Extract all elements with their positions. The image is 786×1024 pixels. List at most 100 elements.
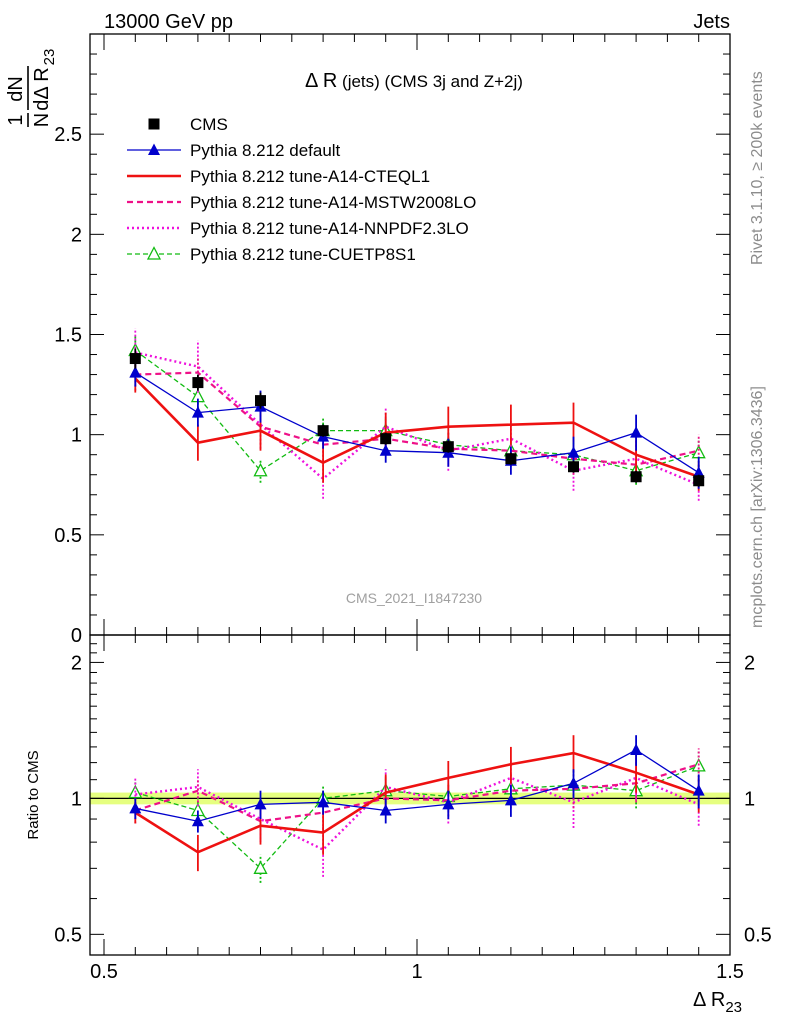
main-marker-default xyxy=(129,366,142,378)
main-line-cteql1 xyxy=(134,377,700,478)
main-marker-cms xyxy=(380,433,392,445)
main-line-default xyxy=(134,372,700,474)
ratio-ytick-label-left: 2 xyxy=(71,652,82,674)
main-ytick-label: 2 xyxy=(71,224,82,246)
ratio-panel-frame xyxy=(89,634,731,956)
legend-entry-cuetp: Pythia 8.212 tune-CUETP8S1 xyxy=(127,245,416,264)
main-marker-default xyxy=(630,426,643,438)
xtick-label: 0.5 xyxy=(90,961,118,983)
main-ytick-label: 1.5 xyxy=(54,325,82,347)
ylabel-frac-num: 1 xyxy=(5,114,27,125)
legend-label-cms: CMS xyxy=(190,115,228,134)
plot-title-main: Δ R xyxy=(305,70,337,92)
ratio-marker-cuetp xyxy=(253,860,268,874)
header-left: 13000 GeV pp xyxy=(104,11,233,33)
ratio-marker-default xyxy=(692,784,705,796)
legend-entry-mstw: Pythia 8.212 tune-A14-MSTW2008LO xyxy=(127,193,476,212)
x-axis-label-sub: 23 xyxy=(725,999,742,1016)
main-marker-cms xyxy=(317,425,329,437)
x-axis-label: Δ R23 xyxy=(693,989,742,1016)
main-marker-default xyxy=(191,406,204,418)
ratio-ytick-label-right: 0.5 xyxy=(744,924,772,946)
legend-label-default: Pythia 8.212 default xyxy=(190,141,341,160)
main-marker-default xyxy=(567,446,580,458)
main-marker-cms xyxy=(505,453,517,465)
ylabel-sub: 23 xyxy=(41,49,58,66)
ratio-marker-default xyxy=(442,797,455,810)
legend-marker-cms xyxy=(148,118,160,130)
ratio-ytick-label-right: 2 xyxy=(744,652,755,674)
main-line-nnpdf xyxy=(135,351,700,486)
main-marker-cms xyxy=(630,471,642,483)
main-series-nnpdf xyxy=(134,328,700,501)
header-right: Jets xyxy=(693,11,730,33)
main-marker-default xyxy=(692,466,705,478)
main-marker-default xyxy=(379,444,392,456)
ratio-marker-default xyxy=(504,793,517,806)
main-ytick-label: 1 xyxy=(71,425,82,447)
legend-label-cteql1: Pythia 8.212 tune-A14-CTEQL1 xyxy=(190,167,430,186)
watermark: CMS_2021_I1847230 xyxy=(346,590,482,606)
ratio-marker-default xyxy=(630,743,643,755)
main-marker-cms xyxy=(693,475,705,487)
xtick-label: 1 xyxy=(411,961,422,983)
ratio-marker-default xyxy=(254,797,267,810)
ratio-marker-default xyxy=(191,814,204,827)
xtick-label: 1.5 xyxy=(716,961,744,983)
ratio-series-default xyxy=(129,735,705,833)
legend: CMS Pythia 8.212 default Pythia 8.212 tune… xyxy=(127,115,476,264)
legend-marker-cuetp xyxy=(146,246,162,260)
x-axis-label-main: Δ R xyxy=(693,989,725,1011)
ratio-ytick-label-right: 1 xyxy=(744,788,755,810)
plot-title-sub: (jets) (CMS 3j and Z+2j) xyxy=(337,72,523,91)
main-series-cms xyxy=(129,348,705,487)
main-marker-cms xyxy=(442,441,454,453)
main-series-default xyxy=(129,358,705,489)
ratio-line-default xyxy=(135,749,700,822)
ratio-ytick-label-left: 0.5 xyxy=(54,924,82,946)
main-marker-cms xyxy=(255,395,266,407)
main-ylabel: 1 N dN dΔ R 23 xyxy=(5,49,58,128)
ratio-line-cteql1 xyxy=(134,751,700,854)
ylabel-frac-den: N xyxy=(31,113,53,127)
main-panel-frame xyxy=(89,33,731,636)
ratio-ylabel: Ratio to CMS xyxy=(25,750,42,839)
main-marker-cuetp xyxy=(253,462,268,477)
legend-marker-default xyxy=(148,143,160,155)
ratio-series-cuetp xyxy=(128,751,706,883)
main-marker-cms xyxy=(192,377,204,389)
ratio-marker-default xyxy=(379,804,392,816)
ratio-marker-default xyxy=(317,795,330,808)
plot-title: Δ R (jets) (CMS 3j and Z+2j) xyxy=(305,70,523,92)
side-text-top: Rivet 3.1.10, ≥ 200k events xyxy=(749,71,766,265)
legend-entry-cms: CMS xyxy=(148,115,228,134)
main-series-mstw xyxy=(134,356,700,481)
main-marker-cms xyxy=(129,353,141,365)
ratio-series-nnpdf xyxy=(134,757,700,877)
legend-label-cuetp: Pythia 8.212 tune-CUETP8S1 xyxy=(190,245,416,264)
ratio-marker-default xyxy=(129,801,142,814)
ylabel-d-num: dN xyxy=(5,76,27,102)
main-marker-cms xyxy=(568,461,579,473)
legend-entry-cteql1: Pythia 8.212 tune-A14-CTEQL1 xyxy=(127,167,430,186)
legend-entry-nnpdf: Pythia 8.212 tune-A14-NNPDF2.3LO xyxy=(127,219,469,238)
main-ytick-label: 0.5 xyxy=(54,525,82,547)
ylabel-d-den: dΔ R xyxy=(31,67,53,110)
side-text-bottom: mcplots.cern.ch [arXiv:1306.3436] xyxy=(749,386,766,628)
ratio-marker-default xyxy=(567,776,580,789)
main-line-mstw xyxy=(135,371,699,466)
ratio-line-mstw xyxy=(134,763,700,823)
ratio-line-cuetp xyxy=(135,765,699,870)
main-series-cteql1 xyxy=(134,364,700,491)
main-ytick-label: 2.5 xyxy=(54,124,82,146)
main-data-layer xyxy=(128,328,706,501)
legend-label-mstw: Pythia 8.212 tune-A14-MSTW2008LO xyxy=(190,193,476,212)
main-ytick-label: 0 xyxy=(71,625,82,647)
ratio-data-layer xyxy=(128,735,706,883)
axis-ticks xyxy=(90,33,731,955)
legend-entry-default: Pythia 8.212 default xyxy=(127,141,341,160)
legend-label-nnpdf: Pythia 8.212 tune-A14-NNPDF2.3LO xyxy=(190,219,469,238)
ratio-ytick-label-left: 1 xyxy=(71,788,82,810)
axis-tick-labels: 0.5 1 1.5 2 2.5 0 0.5 0.5 1 1 2 2 0.5 1 1.5 xyxy=(54,124,772,983)
